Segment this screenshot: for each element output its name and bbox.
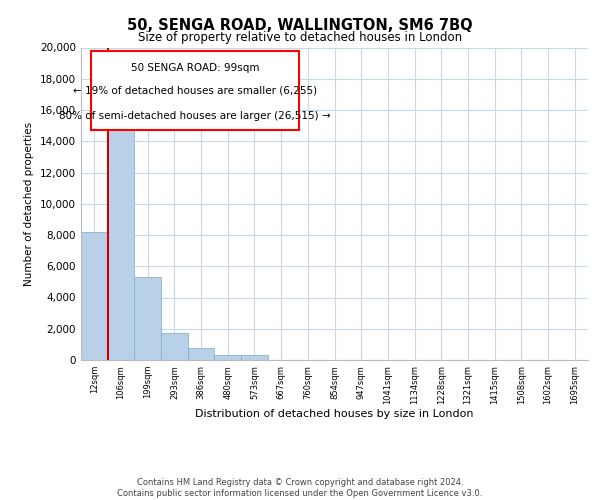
Bar bbox=[214, 356, 241, 360]
Bar bbox=[81, 232, 107, 360]
Text: Contains HM Land Registry data © Crown copyright and database right 2024.
Contai: Contains HM Land Registry data © Crown c… bbox=[118, 478, 482, 498]
Text: Size of property relative to detached houses in London: Size of property relative to detached ho… bbox=[138, 31, 462, 44]
Bar bbox=[188, 348, 214, 360]
Y-axis label: Number of detached properties: Number of detached properties bbox=[25, 122, 34, 286]
Bar bbox=[161, 332, 188, 360]
Bar bbox=[134, 277, 161, 360]
FancyBboxPatch shape bbox=[91, 50, 299, 130]
Text: 80% of semi-detached houses are larger (26,515) →: 80% of semi-detached houses are larger (… bbox=[59, 112, 331, 121]
Text: ← 19% of detached houses are smaller (6,255): ← 19% of detached houses are smaller (6,… bbox=[73, 86, 317, 96]
Text: 50 SENGA ROAD: 99sqm: 50 SENGA ROAD: 99sqm bbox=[131, 63, 259, 73]
Bar bbox=[107, 100, 134, 360]
Bar bbox=[241, 356, 268, 360]
Text: 50, SENGA ROAD, WALLINGTON, SM6 7BQ: 50, SENGA ROAD, WALLINGTON, SM6 7BQ bbox=[127, 18, 473, 32]
X-axis label: Distribution of detached houses by size in London: Distribution of detached houses by size … bbox=[195, 410, 474, 420]
